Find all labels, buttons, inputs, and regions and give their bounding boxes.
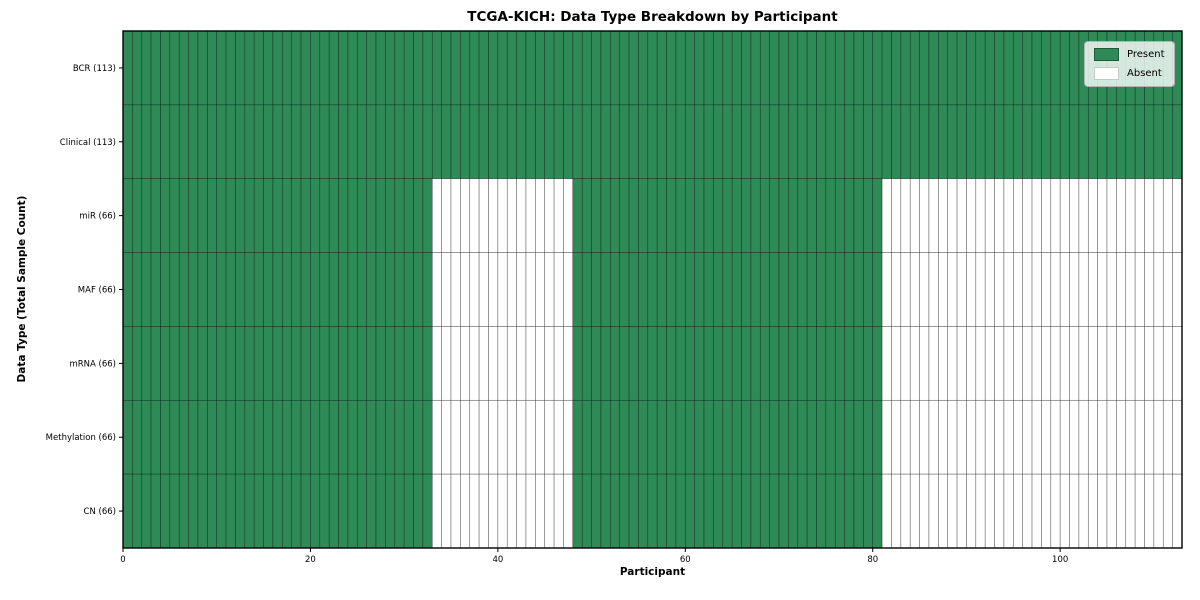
legend-item-absent: Absent (1094, 67, 1165, 80)
x-tick-label: 80 (867, 555, 878, 565)
x-tick-label: 40 (492, 555, 503, 565)
heatmap-cells (122, 30, 1183, 549)
y-tick-label: MAF (66) (78, 286, 116, 296)
x-tick-label: 20 (305, 555, 316, 565)
legend-label-absent: Absent (1127, 68, 1162, 79)
y-tick-label: Methylation (66) (46, 433, 116, 443)
x-tick-label: 60 (680, 555, 691, 565)
y-axis-ticks: BCR (113) Clinical (113) miR (66) MAF (66) m… (46, 64, 123, 517)
absent-swatch (1094, 67, 1119, 80)
x-tick-label: 100 (1052, 555, 1068, 565)
y-tick-label: Clinical (113) (60, 138, 116, 148)
y-tick-label: BCR (113) (73, 64, 116, 74)
y-tick-label: CN (66) (84, 507, 116, 517)
x-tick-label: 0 (120, 555, 125, 565)
legend: Present Absent (1084, 41, 1175, 87)
y-tick-label: miR (66) (79, 212, 116, 222)
chart-title: TCGA-KICH: Data Type Breakdown by Partic… (467, 9, 838, 25)
y-axis-title: Data Type (Total Sample Count) (16, 195, 28, 383)
x-axis-title: Participant (619, 566, 686, 578)
legend-item-present: Present (1094, 48, 1165, 61)
y-tick-label: mRNA (66) (69, 359, 116, 369)
x-axis-ticks: 0 20 40 60 80 100 (120, 548, 1068, 565)
legend-label-present: Present (1127, 49, 1165, 60)
present-swatch (1094, 48, 1119, 61)
